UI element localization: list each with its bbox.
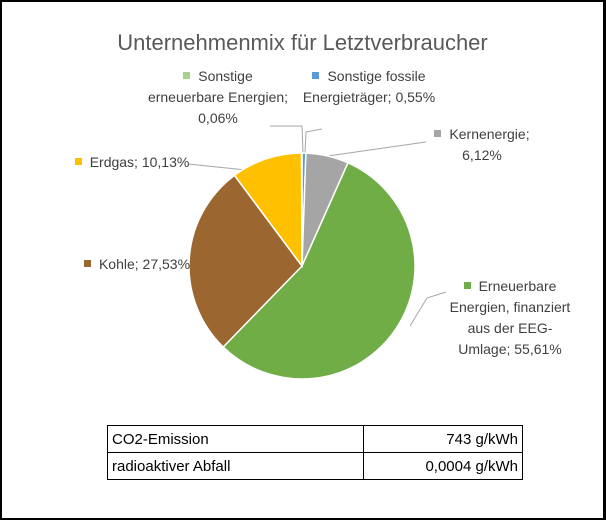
label-value: 27,53%	[142, 256, 191, 272]
pie-slice	[233, 152, 303, 269]
table-cell: 743 g/kWh	[363, 425, 523, 453]
leader-line	[304, 128, 323, 154]
data-label: Erdgas; 10,13%	[62, 152, 202, 173]
data-label: Kernenergie; 6,12%	[426, 124, 538, 166]
legend-marker	[183, 72, 191, 79]
legend-marker	[463, 282, 471, 289]
label-name: Kohle	[98, 256, 135, 272]
label-value: 0,06%	[198, 110, 238, 126]
leader-lines	[187, 125, 447, 327]
data-label: Sonstige erneuerbare Energien; 0,06%	[144, 66, 292, 129]
table-cell: 0,0004 g/kWh	[363, 452, 523, 480]
leader-line	[409, 291, 447, 327]
pie-slice	[222, 161, 416, 380]
legend-marker	[74, 158, 82, 165]
label-separator: ;	[284, 89, 289, 105]
data-label: Erneuerbare Energien, finanziert aus der…	[446, 276, 574, 360]
legend-marker	[312, 72, 320, 79]
leader-line	[327, 141, 427, 157]
label-separator: ;	[525, 126, 530, 142]
label-separator: ;	[134, 256, 143, 272]
label-separator: ;	[387, 89, 396, 105]
info-table: CO2-Emission 743 g/kWh radioaktiver Abfal…	[107, 425, 523, 480]
table-cell: CO2-Emission	[107, 425, 364, 453]
label-name: Kernenergie	[449, 126, 526, 142]
data-label: Kohle; 27,53%	[72, 254, 202, 275]
leader-line	[187, 163, 247, 171]
table-cell: radioaktiver Abfall	[107, 452, 364, 480]
label-separator: ;	[134, 154, 142, 170]
table-row: CO2-Emission 743 g/kWh	[107, 425, 523, 453]
label-name: Erneuerbare Energien, finanziert aus der…	[449, 278, 571, 357]
legend-marker	[434, 130, 442, 137]
label-value: 0,55%	[395, 89, 436, 105]
label-value: 55,61%	[514, 341, 562, 357]
label-name: Sonstige erneuerbare Energien	[147, 68, 285, 105]
table-row: radioaktiver Abfall 0,0004 g/kWh	[107, 452, 523, 480]
label-value: 6,12%	[462, 147, 502, 163]
chart-title: Unternehmenmix für Letztverbraucher	[117, 30, 488, 55]
label-name: Sonstige fossile Energieträger	[302, 68, 426, 105]
label-value: 10,13%	[141, 154, 190, 170]
label-name: Erdgas	[89, 154, 135, 170]
pie-slice	[188, 174, 303, 349]
label-separator: ;	[506, 341, 515, 357]
legend-marker	[83, 260, 91, 267]
data-label: Sonstige fossile Energieträger; 0,55%	[294, 66, 444, 108]
leader-line	[270, 125, 304, 154]
